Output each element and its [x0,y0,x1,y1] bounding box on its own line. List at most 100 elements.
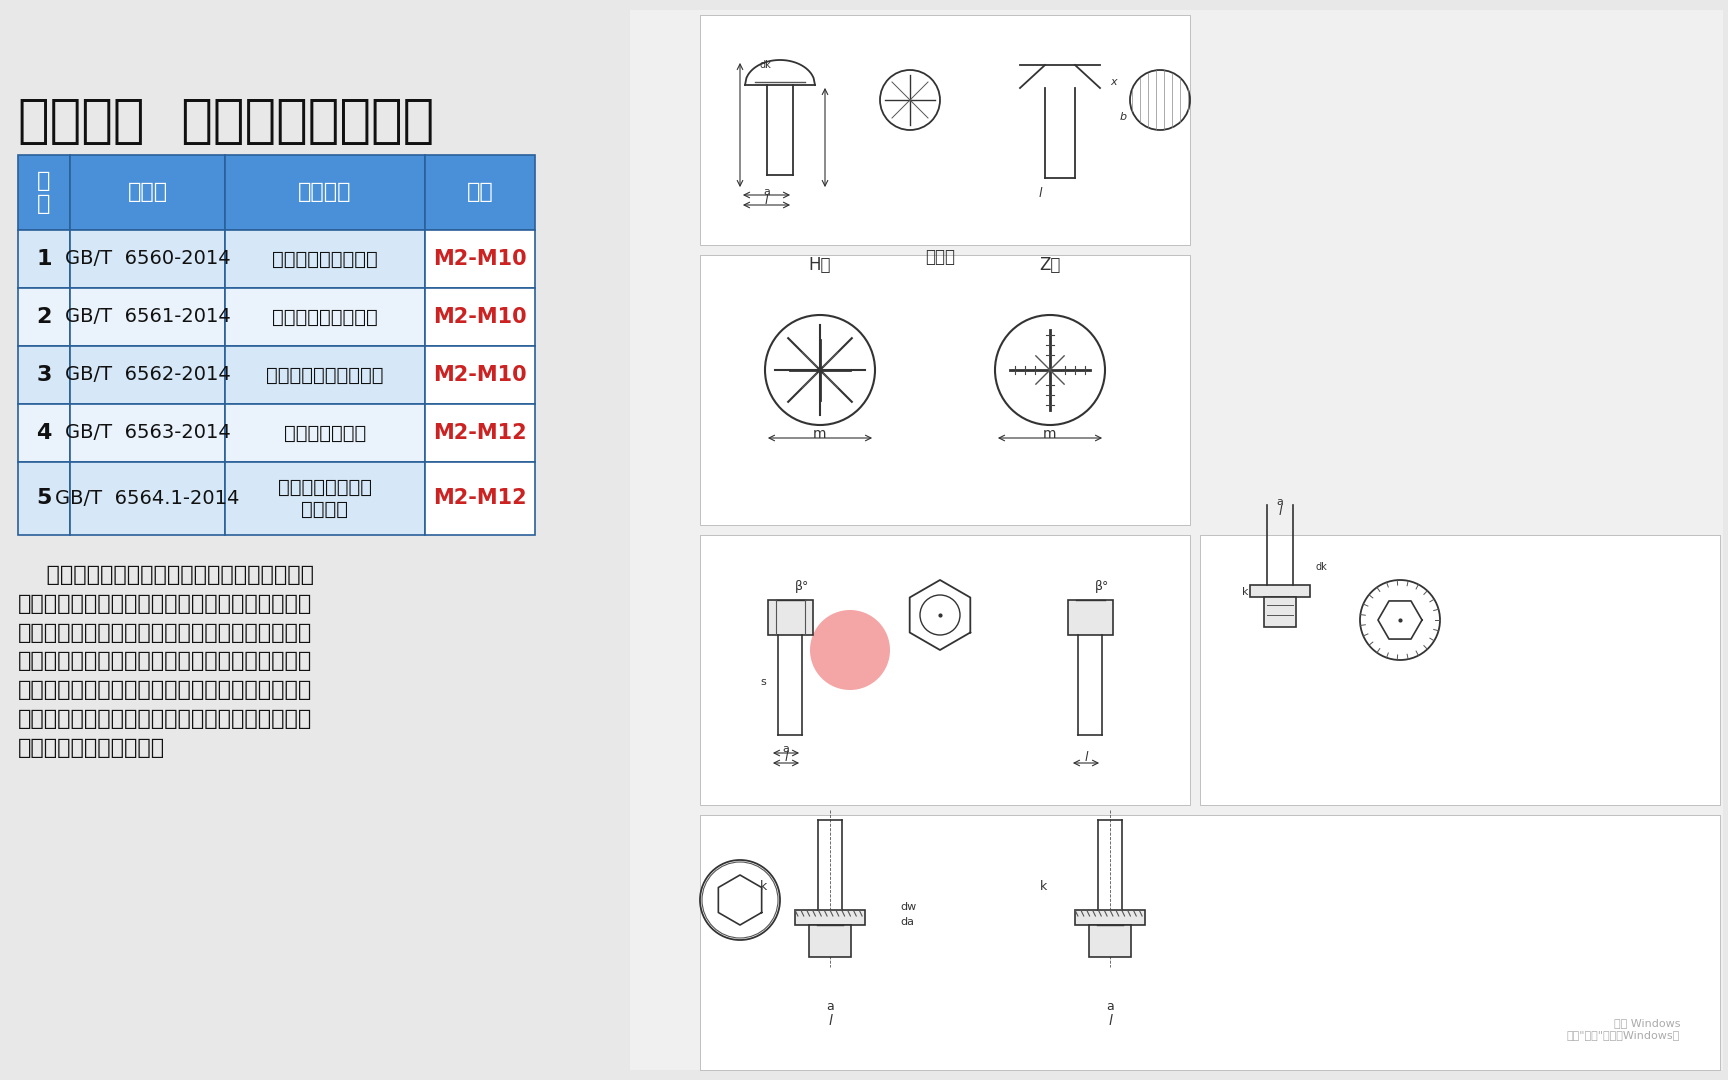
Bar [1199,535,1719,805]
Bar [225,462,425,535]
Text: m: m [814,427,826,441]
Text: M2-M12: M2-M12 [434,423,527,443]
Text: 十字槽半沉头自挤螺钉: 十字槽半沉头自挤螺钉 [266,365,384,384]
Bar [1068,600,1113,635]
Bar [631,10,1723,1070]
Circle shape [919,595,961,635]
Text: M2-M10: M2-M10 [434,365,527,384]
Bar [795,910,866,924]
Bar [700,15,1191,245]
Text: 2: 2 [36,307,52,327]
Text: k: k [1040,880,1047,893]
Text: 5: 5 [36,488,52,509]
Text: 自挤螺钉  （自攻锁紧螺钉）: 自挤螺钉 （自攻锁紧螺钉） [17,95,434,147]
Bar [700,255,1191,525]
Text: l: l [1083,751,1087,764]
Bar [1089,924,1132,957]
Text: 3: 3 [36,365,52,384]
Text: k: k [1242,588,1249,597]
Text: 十字槽盘头自挤螺钉: 十字槽盘头自挤螺钉 [271,249,378,269]
Text: 4: 4 [36,423,52,443]
Bar [225,346,425,404]
Text: m: m [1044,427,1058,441]
Text: a: a [764,187,771,197]
Text: 序
号: 序 号 [38,171,50,214]
Bar [17,346,71,404]
Text: GB/T  6564.1-2014: GB/T 6564.1-2014 [55,489,240,508]
Bar [425,404,536,462]
Text: Z型: Z型 [1039,256,1061,274]
Text: l: l [1039,187,1042,200]
Text: a: a [1277,497,1284,507]
Circle shape [700,860,779,940]
Text: 六角头自挤螺钉: 六角头自挤螺钉 [283,423,366,443]
Bar [225,288,425,346]
Text: k: k [760,880,767,893]
Bar [700,815,1719,1070]
Text: l: l [1279,505,1282,518]
Bar [1075,910,1146,924]
Text: 激活 Windows
转到"设置"以激活Windows。: 激活 Windows 转到"设置"以激活Windows。 [1567,1018,1680,1040]
Bar [71,156,225,230]
Text: l: l [828,1014,831,1028]
Text: 国标号: 国标号 [128,183,168,203]
Text: b: b [1120,112,1127,122]
Text: 螺栓名称: 螺栓名称 [299,183,353,203]
Bar [71,288,225,346]
Circle shape [1130,70,1191,130]
Bar [71,404,225,462]
Bar [425,346,536,404]
Bar [425,230,536,288]
Text: 十字槽沉头自挤螺钉: 十字槽沉头自挤螺钉 [271,308,378,326]
Text: s: s [760,677,766,687]
Bar [425,462,536,535]
Text: GB/T  6562-2014: GB/T 6562-2014 [64,365,230,384]
Bar [425,156,536,230]
Text: M2-M10: M2-M10 [434,307,527,327]
Text: β°: β° [795,580,809,593]
Bar [71,346,225,404]
Text: M2-M10: M2-M10 [434,249,527,269]
Bar [767,600,812,635]
Bar [17,462,71,535]
Bar [71,462,225,535]
Text: 1: 1 [36,249,52,269]
Circle shape [810,610,890,690]
Text: 自挤螺钉（自攻锁紧螺钉）多用于薄的金属板
之间的联接。其螺纹为具有弧形三角截面的普通螺
纹，螺纹表面也具有较高的硬度，故在联接时，螺
钉也可在被联接件的螺纹底孔: 自挤螺钉（自攻锁紧螺钉）多用于薄的金属板 之间的联接。其螺纹为具有弧形三角截面的… [17,565,314,758]
Bar [700,535,1191,805]
Text: a: a [783,744,790,754]
Bar [809,924,850,957]
Bar [17,156,71,230]
Text: x: x [1109,77,1116,87]
Bar [71,230,225,288]
Text: 备注: 备注 [467,183,494,203]
Text: a: a [826,1000,835,1013]
Text: l: l [785,751,788,764]
Text: a: a [1106,1000,1115,1013]
Bar [1249,585,1310,597]
Bar [17,288,71,346]
Bar [17,404,71,462]
Circle shape [995,315,1104,426]
Text: l: l [766,194,769,207]
Text: l: l [1108,1014,1111,1028]
Text: β°: β° [1096,580,1109,593]
Text: GB/T  6563-2014: GB/T 6563-2014 [64,423,230,443]
Bar [225,230,425,288]
Bar [425,288,536,346]
Text: dk: dk [1315,562,1327,572]
Text: da: da [900,917,914,927]
Text: H型: H型 [809,256,831,274]
Circle shape [880,70,940,130]
Circle shape [766,315,874,426]
Text: GB/T  6560-2014: GB/T 6560-2014 [64,249,230,269]
Text: M2-M12: M2-M12 [434,488,527,509]
Text: dw: dw [900,902,916,912]
Bar [1263,597,1296,627]
Bar [225,156,425,230]
Text: 十字槽: 十字槽 [924,248,956,266]
Bar [17,230,71,288]
Text: GB/T  6561-2014: GB/T 6561-2014 [64,308,230,326]
Circle shape [1360,580,1439,660]
Text: dk: dk [760,60,772,70]
